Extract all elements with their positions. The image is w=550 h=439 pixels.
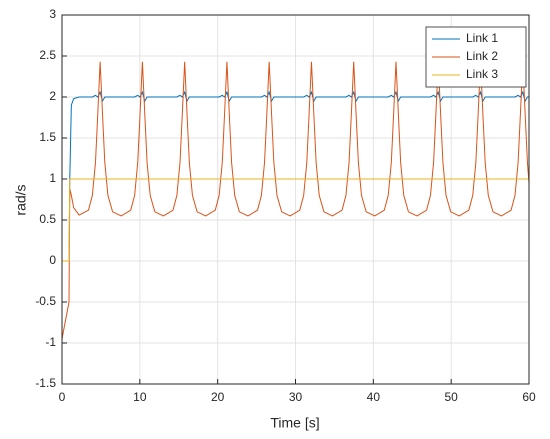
x-tick-label: 30 bbox=[289, 390, 303, 404]
series-line bbox=[62, 178, 529, 262]
y-tick-label: 0 bbox=[49, 253, 56, 267]
x-axis-label: Time [s] bbox=[270, 415, 319, 431]
y-tick-label: 3 bbox=[49, 7, 56, 21]
y-tick-label: -1 bbox=[45, 335, 56, 349]
x-tick-label: 20 bbox=[211, 390, 225, 404]
x-tick-label: 50 bbox=[444, 390, 458, 404]
y-tick-label: 1 bbox=[49, 171, 56, 185]
y-tick-label: 0.5 bbox=[39, 212, 56, 226]
legend-label: Link 3 bbox=[466, 67, 498, 81]
y-tick-label: 2.5 bbox=[39, 48, 56, 62]
y-tick-label: -1.5 bbox=[35, 376, 56, 390]
plot-frame bbox=[61, 14, 530, 385]
x-tick-label: 10 bbox=[133, 390, 147, 404]
legend-label: Link 2 bbox=[466, 49, 498, 63]
series-line bbox=[62, 90, 529, 262]
y-tick-label: 2 bbox=[49, 89, 56, 103]
x-tick-label: 40 bbox=[367, 390, 381, 404]
y-tick-label: 1.5 bbox=[39, 130, 56, 144]
series-line bbox=[61, 61, 530, 339]
legend-label: Link 1 bbox=[466, 31, 498, 45]
y-tick-label: -0.5 bbox=[35, 294, 56, 308]
x-tick-label: 0 bbox=[59, 390, 66, 404]
x-tick-label: 60 bbox=[522, 390, 536, 404]
y-axis-label: rad/s bbox=[13, 184, 29, 215]
